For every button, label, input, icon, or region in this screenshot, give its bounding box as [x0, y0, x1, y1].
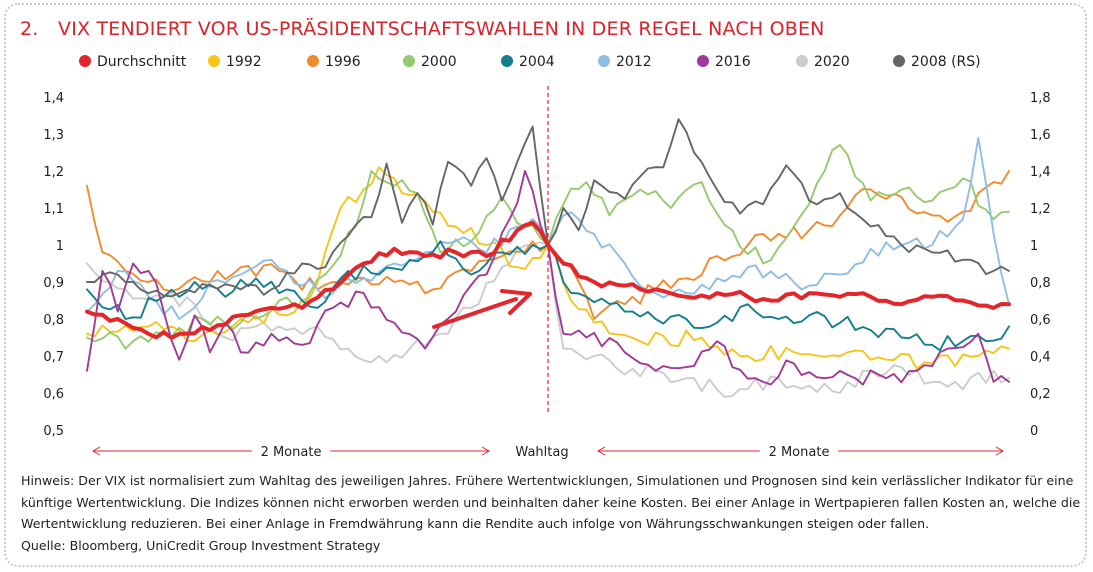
left-axis-tick: 0,7: [43, 350, 64, 365]
legend-item-1992: 1992: [208, 54, 262, 70]
trend-arrow: [432, 289, 532, 329]
span-arrowhead-right: [995, 446, 1005, 456]
trend-arrow-shaft: [432, 297, 518, 329]
right-axis-tick: 0,4: [1030, 350, 1051, 365]
source-text: Quelle: Bloomberg, UniCredit Group Inves…: [21, 537, 381, 553]
left-axis-tick: 0,5: [43, 424, 64, 439]
legend-marker: [697, 55, 709, 67]
legend-label: 2000: [421, 54, 457, 70]
legend-item-2004: 2004: [501, 54, 555, 70]
legend-label: 2020: [814, 54, 850, 70]
footnote: Hinweis: Der VIX ist normalisiert zum Wa…: [21, 470, 1081, 556]
axes: 0,5 0,6 0,7 0,8 0,9 1 1,1 1,2 1,3 1,4 0 0,2 0,4 0,6 0,…: [43, 91, 1050, 439]
right-axis-tick: 1,4: [1030, 165, 1051, 180]
legend-label: Durchschnitt: [97, 54, 187, 70]
trend-arrow-head: [500, 289, 532, 315]
label-wahltag-bg: [506, 441, 578, 461]
plot-area: [85, 86, 1011, 414]
right-axis-tick: 0,2: [1030, 387, 1051, 402]
legend-item-2000: 2000: [403, 54, 457, 70]
legend-label: 2012: [616, 54, 652, 70]
series-line-durchschnitt: [85, 220, 1011, 340]
left-axis-tick: 1,2: [43, 165, 64, 180]
right-axis-tick: 0,6: [1030, 313, 1051, 328]
legend-marker: [598, 55, 610, 67]
legend-label: 1992: [226, 54, 262, 70]
label-2-monate-left: 2 Monate: [261, 445, 322, 460]
left-axis-tick: 1,3: [43, 128, 64, 143]
legend-marker: [893, 55, 905, 67]
legend-marker: [208, 55, 220, 67]
label-2-monate-right: 2 Monate: [769, 445, 830, 460]
footnote-text: Hinweis: Der VIX ist normalisiert zum Wa…: [21, 473, 1081, 532]
legend-marker: [501, 55, 513, 67]
annotations: 2 Monate Wahltag 2 Monate: [91, 441, 1005, 461]
legend-item-1996: 1996: [307, 54, 361, 70]
legend-item-2012: 2012: [598, 54, 652, 70]
right-axis-tick: 1: [1030, 239, 1038, 254]
right-axis-tick: 1,8: [1030, 91, 1051, 106]
legend-marker: [307, 55, 319, 67]
span-arrowhead-right: [481, 446, 491, 456]
right-axis-tick: 0: [1030, 424, 1038, 439]
legend-label: 2008 (RS): [911, 54, 981, 70]
legend: Durchschnitt 1992 1996 2000 2004 2012 2016 2020…: [79, 54, 981, 70]
legend-item-2008-rs: 2008 (RS): [893, 54, 981, 70]
legend-label: 2004: [519, 54, 555, 70]
legend-label: 2016: [715, 54, 751, 70]
span-arrowhead-left: [91, 446, 101, 456]
left-axis-tick: 1,4: [43, 91, 64, 106]
left-axis-tick: 1: [56, 239, 64, 254]
legend-marker: [79, 55, 91, 67]
legend-label: 1996: [325, 54, 361, 70]
chart-frame: [4, 3, 1087, 567]
span-arrowhead-left: [596, 446, 606, 456]
figure-number: 2.: [20, 18, 39, 40]
label-2-monate-right-bg: [759, 441, 839, 461]
label-wahltag: Wahltag: [515, 445, 568, 460]
left-axis-tick: 0,6: [43, 387, 64, 402]
legend-item-2020: 2020: [796, 54, 850, 70]
right-axis-tick: 1,6: [1030, 128, 1051, 143]
legend-marker: [796, 55, 808, 67]
left-axis-tick: 0,9: [43, 276, 64, 291]
right-axis-tick: 0,8: [1030, 276, 1051, 291]
label-2-monate-left-bg: [251, 441, 331, 461]
figure-title: VIX TENDIERT VOR US-PRÄSIDENTSCHAFTSWAHL…: [58, 18, 825, 40]
legend-item-2016: 2016: [697, 54, 751, 70]
legend-item-durchschnitt: Durchschnitt: [79, 54, 187, 70]
legend-marker: [403, 55, 415, 67]
left-axis-tick: 1,1: [43, 202, 64, 217]
left-axis-tick: 0,8: [43, 313, 64, 328]
page-title: 2. VIX TENDIERT VOR US-PRÄSIDENTSCHAFTSWA…: [20, 18, 825, 40]
right-axis-tick: 1,2: [1030, 202, 1051, 217]
